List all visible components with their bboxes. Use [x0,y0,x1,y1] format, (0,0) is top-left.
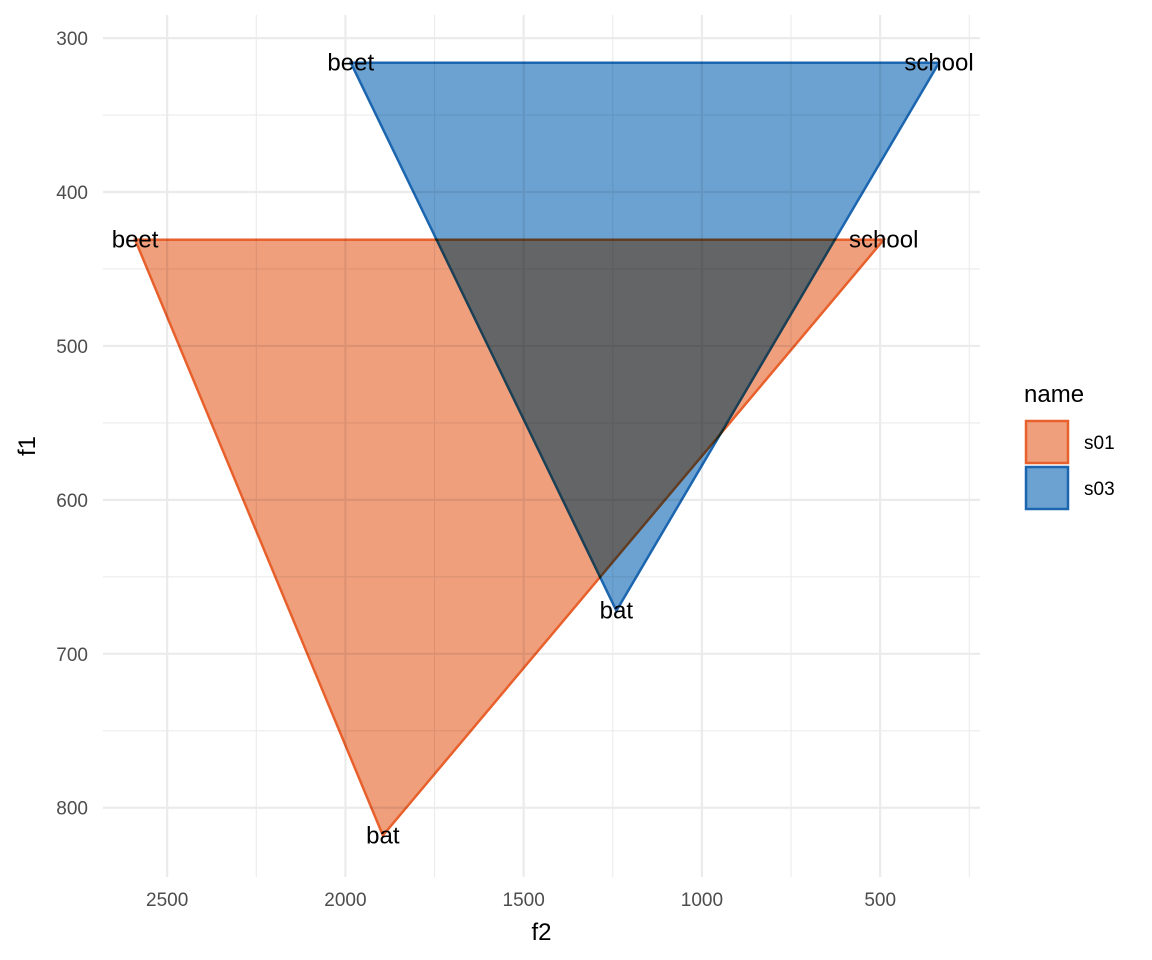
x-tick-label: 2500 [146,890,188,911]
y-tick-label: 800 [56,799,88,820]
vowel-label-school-s03: school [904,50,973,77]
x-axis-title: f2 [531,919,551,946]
vowel-label-school-s01: school [849,227,918,254]
y-tick-label: 500 [56,337,88,358]
x-tick-label: 2000 [324,890,366,911]
vowel-label-bat-s01: bat [366,822,400,849]
x-tick-label: 1500 [503,890,545,911]
legend-key-s01 [1024,419,1070,465]
vowel-polygon-s03 [348,61,942,614]
y-axis-ticks: 300 400 500 600 700 800 [56,29,88,820]
polygons [133,61,942,838]
y-tick-label: 400 [56,183,88,204]
vowel-label-bat-s03: bat [600,598,634,625]
vowel-label-beet-s03: beet [327,50,374,77]
x-tick-label: 500 [864,890,896,911]
legend-label-s03: s03 [1084,479,1115,500]
point-labels: beet school bat beet school bat [112,50,974,850]
y-tick-label: 700 [56,645,88,666]
legend-label-s01: s01 [1084,433,1115,454]
legend-title: name [1024,381,1084,408]
y-axis-title: f1 [14,436,41,456]
x-axis-ticks: 2500 2000 1500 1000 500 [146,890,896,911]
x-tick-label: 1000 [681,890,723,911]
vowel-label-beet-s01: beet [112,227,159,254]
y-tick-label: 300 [56,29,88,50]
legend: name s01 s03 [1024,381,1115,511]
legend-key-s03 [1024,465,1070,511]
y-tick-label: 600 [56,491,88,512]
